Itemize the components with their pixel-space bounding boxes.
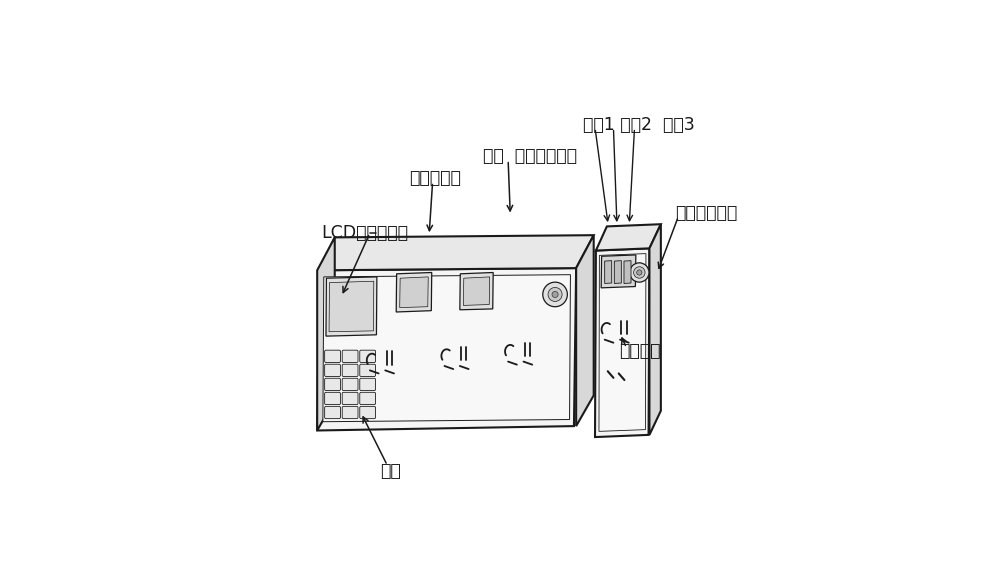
Text: 插孔一至十一: 插孔一至十一 bbox=[675, 204, 737, 222]
Text: 主插排模块: 主插排模块 bbox=[409, 169, 461, 187]
FancyBboxPatch shape bbox=[360, 392, 376, 405]
Circle shape bbox=[634, 267, 645, 278]
Text: LCD液晶显示屏: LCD液晶显示屏 bbox=[322, 224, 409, 242]
Polygon shape bbox=[396, 272, 432, 312]
Polygon shape bbox=[317, 268, 576, 430]
FancyBboxPatch shape bbox=[325, 378, 340, 390]
Text: 插排模块: 插排模块 bbox=[619, 343, 660, 360]
FancyBboxPatch shape bbox=[342, 406, 358, 418]
Polygon shape bbox=[601, 255, 636, 288]
FancyBboxPatch shape bbox=[342, 392, 358, 405]
FancyBboxPatch shape bbox=[360, 406, 376, 418]
FancyBboxPatch shape bbox=[342, 378, 358, 390]
Text: 按钮  插头一至十一: 按钮 插头一至十一 bbox=[483, 147, 577, 165]
FancyBboxPatch shape bbox=[342, 364, 358, 377]
Polygon shape bbox=[624, 260, 631, 283]
Polygon shape bbox=[649, 224, 661, 435]
Text: 按钮1 按钮2  按钮3: 按钮1 按钮2 按钮3 bbox=[583, 116, 694, 133]
Circle shape bbox=[543, 282, 567, 307]
FancyBboxPatch shape bbox=[342, 350, 358, 363]
FancyBboxPatch shape bbox=[325, 350, 340, 363]
Polygon shape bbox=[460, 272, 493, 310]
Circle shape bbox=[552, 291, 558, 298]
Polygon shape bbox=[614, 260, 621, 283]
Polygon shape bbox=[576, 235, 594, 426]
Polygon shape bbox=[596, 224, 661, 251]
FancyBboxPatch shape bbox=[360, 378, 376, 390]
Circle shape bbox=[548, 287, 562, 302]
FancyBboxPatch shape bbox=[360, 364, 376, 377]
Polygon shape bbox=[400, 277, 428, 308]
Circle shape bbox=[630, 263, 649, 282]
Polygon shape bbox=[323, 275, 570, 422]
Polygon shape bbox=[595, 249, 649, 437]
Circle shape bbox=[637, 270, 642, 275]
Polygon shape bbox=[317, 237, 335, 430]
FancyBboxPatch shape bbox=[325, 392, 340, 405]
Text: 按键: 按键 bbox=[380, 462, 401, 481]
Polygon shape bbox=[599, 254, 646, 431]
Polygon shape bbox=[463, 277, 490, 306]
FancyBboxPatch shape bbox=[360, 350, 376, 363]
Polygon shape bbox=[605, 260, 612, 283]
FancyBboxPatch shape bbox=[325, 364, 340, 377]
Polygon shape bbox=[329, 281, 374, 332]
FancyBboxPatch shape bbox=[325, 406, 340, 418]
Polygon shape bbox=[326, 277, 377, 336]
Polygon shape bbox=[319, 235, 594, 270]
